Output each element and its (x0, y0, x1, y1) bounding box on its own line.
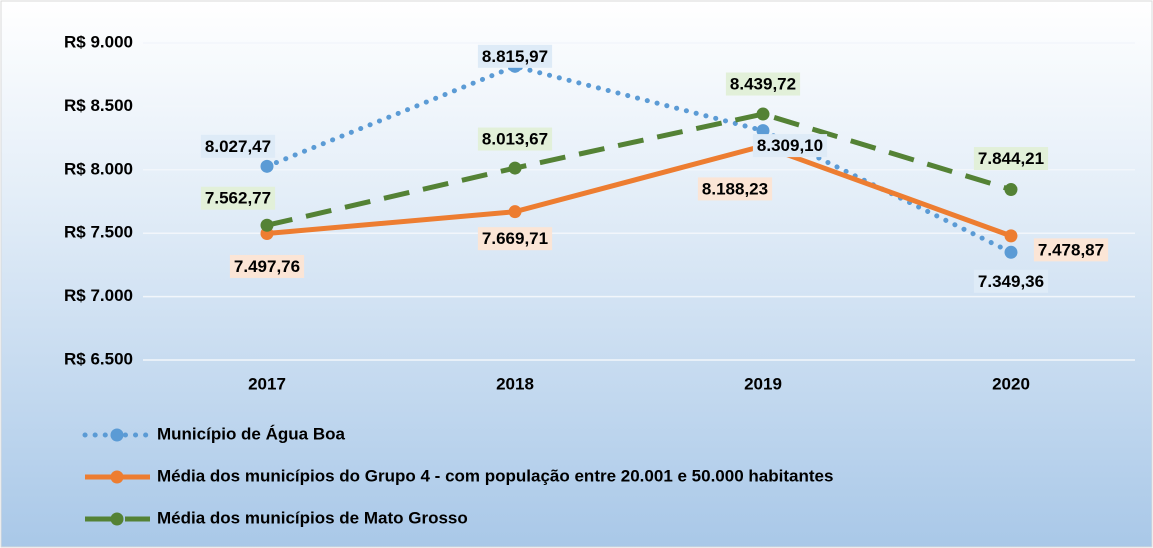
legend-marker (110, 428, 124, 442)
data-label: 8.439,72 (730, 75, 796, 94)
y-tick-label: R$ 9.000 (64, 32, 133, 51)
x-tick-label: 2020 (992, 374, 1030, 393)
x-tick-label: 2019 (744, 374, 782, 393)
data-label: 7.497,76 (234, 257, 300, 276)
data-point (1004, 229, 1018, 243)
series-line (266, 143, 1012, 239)
data-label: 8.013,67 (482, 130, 548, 149)
data-point (756, 107, 770, 121)
y-tick-label: R$ 8.000 (64, 159, 133, 178)
data-label-box (477, 127, 553, 151)
data-label-box (200, 134, 276, 158)
data-point (508, 161, 522, 175)
data-label: 8.027,47 (205, 137, 271, 156)
data-label-box (229, 254, 305, 278)
legend-marker (110, 470, 124, 484)
data-label-box (200, 186, 276, 210)
y-tick-label: R$ 7.500 (64, 223, 133, 242)
x-tick-label: 2017 (248, 374, 286, 393)
data-label-box (973, 147, 1049, 171)
data-label-box (477, 44, 553, 68)
data-label: 8.815,97 (482, 47, 548, 66)
y-tick-label: R$ 7.000 (64, 286, 133, 305)
data-point (508, 205, 522, 219)
data-point (1004, 245, 1018, 259)
data-label-box (1033, 238, 1109, 262)
y-tick-label: R$ 6.500 (64, 349, 133, 368)
data-label-box (725, 72, 801, 96)
legend-label: Média dos municípios de Mato Grosso (157, 508, 468, 527)
legend-marker (110, 512, 124, 526)
data-label: 7.669,71 (482, 229, 548, 248)
data-label: 8.309,10 (757, 136, 823, 155)
data-label: 8.188,23 (702, 179, 768, 198)
data-label: 7.844,21 (978, 149, 1044, 168)
data-label-box (477, 227, 553, 251)
series-line (266, 111, 1012, 228)
y-tick-label: R$ 8.500 (64, 96, 133, 115)
data-label: 7.562,77 (205, 189, 271, 208)
legend-label: Média dos municípios do Grupo 4 - com po… (157, 466, 833, 485)
data-point (260, 159, 274, 173)
legend-label: Município de Água Boa (157, 424, 345, 443)
data-point (260, 218, 274, 232)
data-point (1004, 183, 1018, 197)
data-label: 7.349,36 (978, 272, 1044, 291)
data-label-box (973, 269, 1049, 293)
data-label-box (752, 134, 828, 158)
data-label: 7.478,87 (1038, 240, 1104, 259)
x-tick-label: 2018 (496, 374, 534, 393)
series-line (264, 63, 1014, 255)
data-label-box (697, 177, 773, 201)
data-point (756, 124, 770, 138)
